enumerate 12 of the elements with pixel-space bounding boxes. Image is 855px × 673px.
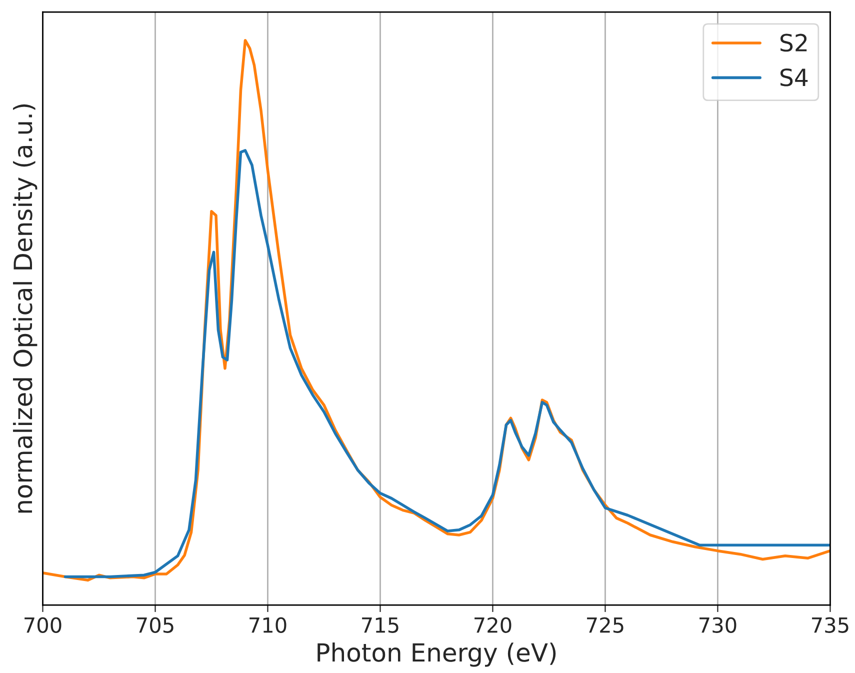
x-tick-label: 720 — [474, 617, 512, 633]
x-tick-label: 725 — [587, 617, 624, 633]
legend-label: S2 — [780, 34, 807, 52]
x-tick-label: 735 — [812, 617, 848, 633]
x-tick-label: 700 — [24, 617, 62, 633]
legend-label: S4 — [780, 68, 808, 86]
x-tick-label: 710 — [250, 617, 286, 633]
x-tick-label: 715 — [362, 617, 398, 633]
x-tick-label: 730 — [700, 617, 736, 633]
x-tick-label: 705 — [137, 617, 174, 633]
x-axis-title: Photon Energy (eV) — [318, 642, 556, 667]
y-axis-title: normalized Optical Density (a.u.) — [13, 104, 38, 513]
